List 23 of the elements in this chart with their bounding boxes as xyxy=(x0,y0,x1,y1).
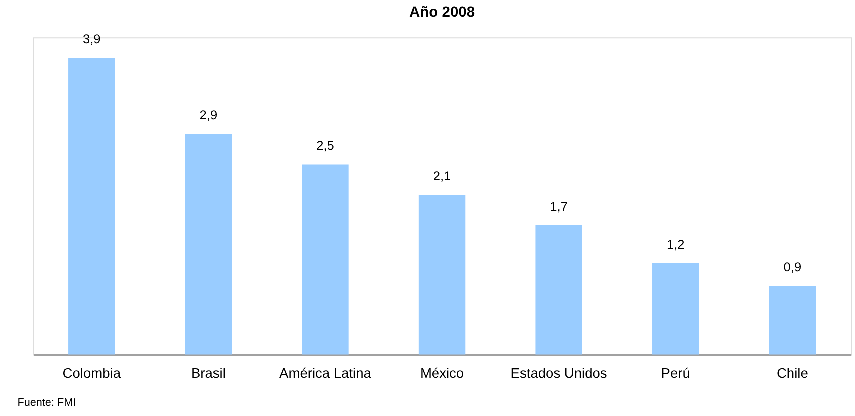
bar xyxy=(302,164,349,355)
x-tick-label: Estados Unidos xyxy=(510,366,608,381)
chart-title: Año 2008 xyxy=(409,4,476,21)
data-label: 2,1 xyxy=(433,168,452,184)
source-note: Fuente: FMI xyxy=(18,396,76,409)
x-tick-label: Brasil xyxy=(191,366,226,381)
data-label: 0,9 xyxy=(784,260,802,275)
bar xyxy=(418,195,466,355)
bar xyxy=(68,58,116,355)
bar xyxy=(536,226,582,355)
x-tick-label: Colombia xyxy=(62,366,122,381)
x-tick-label: Perú xyxy=(661,366,690,381)
x-tick-label: México xyxy=(420,366,464,381)
data-label: 2,5 xyxy=(316,138,334,153)
data-label: 1,7 xyxy=(550,198,568,214)
bar xyxy=(652,264,700,355)
data-label: 2,9 xyxy=(200,108,218,123)
bar xyxy=(769,286,816,355)
data-label: 1,2 xyxy=(666,236,685,252)
x-tick-label: América Latina xyxy=(280,366,372,381)
x-tick-label: Chile xyxy=(776,366,809,381)
bar xyxy=(185,134,232,355)
data-label: 3,9 xyxy=(82,32,101,47)
